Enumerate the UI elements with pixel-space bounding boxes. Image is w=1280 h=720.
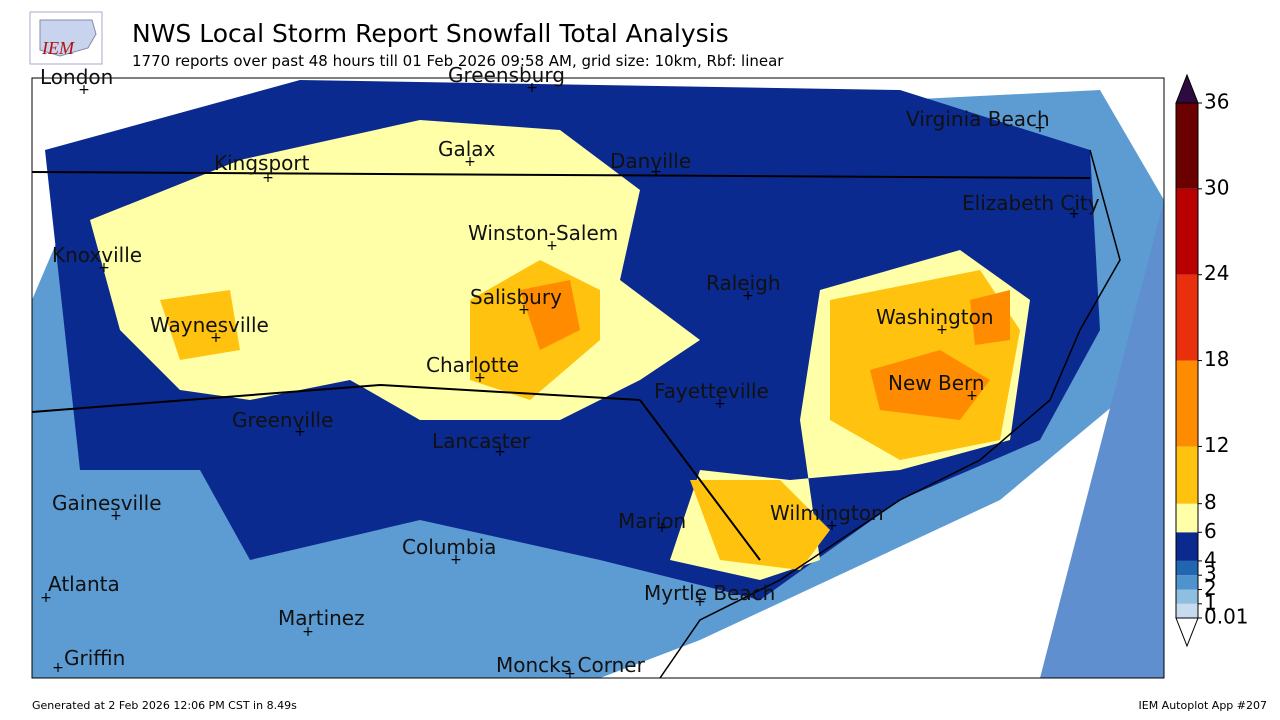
city-label: Atlanta (48, 572, 120, 596)
colorbar-segment (1176, 603, 1198, 618)
city-marker: + (302, 624, 314, 640)
city-label: Gainesville (52, 491, 162, 515)
city-label: Danville (610, 149, 691, 173)
city-label: Kingsport (214, 151, 310, 175)
city-marker: + (742, 288, 754, 304)
city-label: Salisbury (470, 285, 562, 309)
colorbar-tick-label: 4 (1204, 547, 1217, 571)
city-marker: + (650, 164, 662, 180)
colorbar-under (1175, 617, 1199, 648)
city-marker: + (1068, 206, 1080, 222)
colorbar-tick-label: 2 (1204, 576, 1217, 600)
subtitle: 1770 reports over past 48 hours till 01 … (132, 52, 784, 70)
city-marker: + (210, 330, 222, 346)
city-label: Elizabeth City (962, 191, 1100, 215)
city-marker: + (52, 660, 64, 676)
city-label: New Bern (888, 371, 985, 395)
city-marker: + (110, 508, 122, 524)
field-12-18 (520, 280, 1010, 420)
city-label: Waynesville (150, 313, 269, 337)
logo-shape (39, 19, 97, 57)
city-marker: + (98, 260, 110, 276)
colorbar-tick-label: 0.01 (1204, 605, 1249, 629)
city-marker: + (936, 322, 948, 338)
colorbar-tick-label: 30 (1204, 175, 1229, 199)
city-marker: + (714, 396, 726, 412)
colorbar-tick-label: 18 (1204, 347, 1229, 371)
state-lines (32, 171, 1091, 561)
city-marker: + (262, 170, 274, 186)
colorbar-segment (1176, 560, 1198, 576)
colorbar-segment (1176, 103, 1198, 189)
city-label: Charlotte (426, 353, 519, 377)
city-marker: + (78, 82, 90, 98)
city-label: Martinez (278, 606, 365, 630)
city-label: Wilmington (770, 501, 884, 525)
colorbar-segment (1176, 575, 1198, 590)
city-marker: + (546, 238, 558, 254)
title: NWS Local Storm Report Snowfall Total An… (132, 19, 729, 48)
city-label: Fayetteville (654, 379, 769, 403)
map-frame (31, 77, 1165, 679)
city-marker: + (526, 80, 538, 96)
city-label: Moncks Corner (496, 653, 646, 677)
colorbar-tick-label: 1 (1204, 590, 1217, 614)
logo: IEM (29, 11, 103, 65)
city-marker: + (826, 518, 838, 534)
colorbar-segment (1176, 589, 1198, 604)
city-label: Griffin (64, 646, 125, 670)
colorbar-segment (1176, 274, 1198, 361)
footer-app: IEM Autoplot App #207 (1139, 699, 1268, 712)
colorbar-tick-label: 6 (1204, 519, 1217, 543)
city-label: Greensburg (448, 63, 565, 87)
colorbar-tick-label: 3 (1204, 562, 1217, 586)
city-marker: + (694, 594, 706, 610)
city-label: Virginia Beach (906, 107, 1050, 131)
field-8-12-south (690, 480, 830, 570)
colorbar-over (1175, 73, 1199, 104)
city-marker: + (464, 154, 476, 170)
city-label: Knoxville (52, 243, 142, 267)
city-marker: + (40, 590, 52, 606)
colorbar-segment (1176, 503, 1198, 533)
colorbar-tick-label: 12 (1204, 433, 1229, 457)
city-label: Myrtle Beach (644, 581, 775, 605)
city-marker: + (966, 388, 978, 404)
city-label: Raleigh (706, 271, 781, 295)
colorbar-segment (1176, 446, 1198, 504)
city-marker: + (656, 520, 668, 536)
city-label: Washington (876, 305, 994, 329)
city-marker: + (450, 552, 462, 568)
city-marker: + (518, 302, 530, 318)
city-label: London (40, 65, 113, 89)
city-label: Winston-Salem (468, 221, 618, 245)
ocean-band (1040, 200, 1164, 678)
colorbar-segment (1176, 360, 1198, 447)
coastline (659, 149, 1121, 678)
city-label: Columbia (402, 535, 496, 559)
colorbar-segment (1176, 188, 1198, 275)
logo-text: IEM (41, 38, 75, 58)
map (32, 78, 1164, 678)
colorbar-tick-label: 24 (1204, 261, 1229, 285)
colorbar-tick-label: 8 (1204, 490, 1217, 514)
city-marker: + (494, 444, 506, 460)
city-marker: + (1034, 120, 1046, 136)
city-label: Marion (618, 509, 686, 533)
city-label: Galax (438, 137, 496, 161)
city-marker: + (474, 370, 486, 386)
city-label: Greenville (232, 408, 333, 432)
city-labels: +London +Greensburg+Virginia Beach+Kingsp… (40, 63, 1100, 682)
city-marker: + (294, 424, 306, 440)
field-8-12-west (160, 290, 240, 360)
colorbar-segment (1176, 532, 1198, 561)
colorbar-tick-label: 36 (1204, 90, 1229, 114)
city-label: Lancaster (432, 429, 531, 453)
city-marker: + (564, 666, 576, 682)
footer-generated: Generated at 2 Feb 2026 12:06 PM CST in … (32, 699, 297, 712)
